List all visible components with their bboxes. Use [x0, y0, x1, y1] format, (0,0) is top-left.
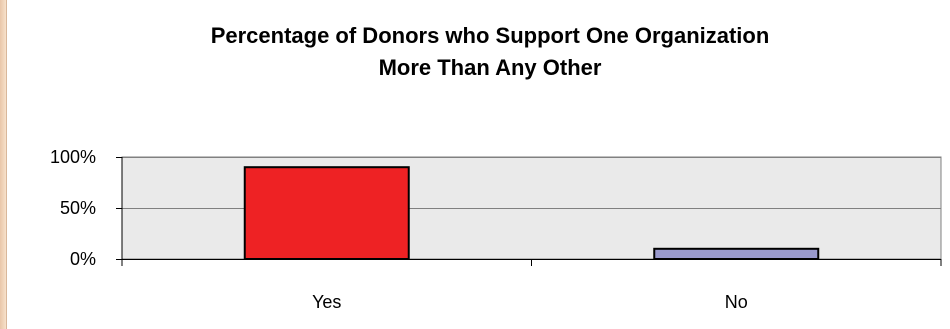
chart-subtitle: More Than Any Other: [379, 55, 602, 80]
x-axis-ticks: Yes No: [312, 292, 748, 312]
bar-yes: [243, 166, 410, 260]
y-axis-ticks: 100% 50% 0%: [50, 147, 122, 269]
bar-no: [653, 247, 820, 261]
y-tick-label: 50%: [60, 198, 96, 218]
y-tick-label: 0%: [70, 249, 96, 269]
x-tick-label: No: [725, 292, 748, 312]
x-tick-label: Yes: [312, 292, 341, 312]
axes: [121, 157, 942, 266]
bars: [243, 166, 820, 261]
y-tick-label: 100%: [50, 147, 96, 167]
chart-title: Percentage of Donors who Support One Org…: [211, 23, 770, 48]
